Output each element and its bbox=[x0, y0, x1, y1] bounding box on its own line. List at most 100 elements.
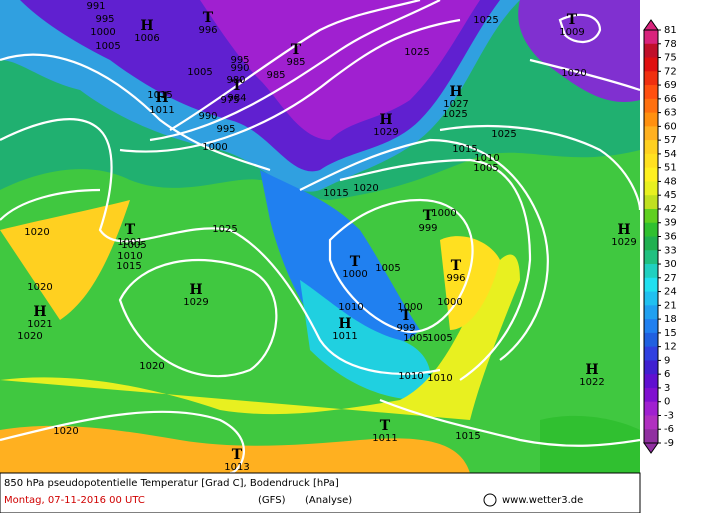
colorbar-label: 30 bbox=[664, 259, 677, 270]
colorbar-swatch bbox=[644, 57, 658, 72]
pressure-center-symbol: H bbox=[338, 316, 351, 332]
colorbar-swatch bbox=[644, 387, 658, 403]
caption-title: 850 hPa pseudopotentielle Temperatur [Gr… bbox=[4, 478, 339, 489]
pressure-center-symbol: H bbox=[379, 112, 392, 128]
isobar-label: 1020 bbox=[353, 183, 378, 194]
isobar-label: 1005 bbox=[95, 41, 120, 52]
copyright-icon bbox=[483, 493, 497, 507]
isobar-label: 1000 bbox=[431, 208, 456, 219]
colorbar-swatch bbox=[644, 429, 658, 444]
pressure-center-symbol: H bbox=[189, 282, 202, 298]
caption-model: (GFS) bbox=[258, 495, 286, 506]
isobar-label: 1000 bbox=[202, 142, 227, 153]
isobar-label: 1010 bbox=[398, 371, 423, 382]
colorbar-swatch bbox=[644, 195, 658, 210]
colorbar-label: -3 bbox=[664, 410, 674, 421]
pressure-center-value: 1011 bbox=[332, 331, 357, 342]
isobar-label: 1020 bbox=[17, 331, 42, 342]
colorbar-swatch bbox=[644, 167, 658, 182]
isobar-label: 1005 bbox=[427, 333, 452, 344]
colorbar: 8178757269666360575451484542393633302724… bbox=[643, 19, 677, 454]
colorbar-swatch bbox=[644, 140, 658, 155]
colorbar-label: 33 bbox=[664, 245, 677, 256]
colorbar-swatch bbox=[644, 264, 658, 279]
isobar-label: 1020 bbox=[27, 282, 52, 293]
pressure-center-symbol: H bbox=[617, 222, 630, 238]
colorbar-swatch bbox=[644, 43, 658, 59]
colorbar-label: 45 bbox=[664, 190, 677, 201]
pressure-center-value: 984 bbox=[227, 93, 246, 104]
isobar-label: 1005 bbox=[121, 240, 146, 251]
pressure-center-value: 1006 bbox=[134, 33, 159, 44]
colorbar-label: 15 bbox=[664, 328, 677, 339]
isobar-label: 1015 bbox=[116, 261, 141, 272]
colorbar-swatch bbox=[644, 401, 658, 416]
isobar-label: 1010 bbox=[117, 251, 142, 262]
isobar-label: 1025 bbox=[491, 129, 516, 140]
isobar-label: 980 bbox=[226, 75, 245, 86]
pressure-center-value: 999 bbox=[418, 223, 437, 234]
pressure-center-symbol: T bbox=[291, 42, 302, 58]
colorbar-label: 24 bbox=[664, 287, 677, 298]
pressure-center-symbol: T bbox=[380, 418, 391, 434]
colorbar-label: 69 bbox=[664, 80, 677, 91]
colorbar-swatch bbox=[644, 208, 658, 224]
isobar-label: 1015 bbox=[323, 188, 348, 199]
colorbar-label: 81 bbox=[664, 25, 677, 36]
isobar-label: 1025 bbox=[442, 109, 467, 120]
pressure-center-symbol: T bbox=[567, 12, 578, 28]
pressure-center-symbol: T bbox=[232, 78, 243, 94]
colorbar-swatch bbox=[644, 71, 658, 86]
colorbar-swatch bbox=[644, 319, 658, 334]
colorbar-label: 48 bbox=[664, 176, 677, 187]
isobar-label: 1010 bbox=[338, 302, 363, 313]
colorbar-bottom-arrow bbox=[643, 442, 659, 454]
colorbar-label: 36 bbox=[664, 232, 677, 243]
colorbar-swatch bbox=[644, 236, 658, 251]
pressure-center-symbol: T bbox=[350, 254, 361, 270]
isobar-label: 1005 bbox=[375, 263, 400, 274]
colorbar-swatch bbox=[644, 153, 658, 169]
colorbar-label: 9 bbox=[664, 355, 670, 366]
colorbar-swatch bbox=[644, 305, 658, 320]
pressure-center-symbol: T bbox=[401, 308, 412, 324]
colorbar-swatch bbox=[644, 374, 658, 389]
colorbar-swatch bbox=[644, 291, 658, 306]
caption-date: Montag, 07-11-2016 00 UTC bbox=[4, 495, 145, 506]
caption-run: (Analyse) bbox=[305, 495, 352, 506]
colorbar-label: -9 bbox=[664, 438, 674, 449]
isobar-label: 990 bbox=[198, 111, 217, 122]
colorbar-label: 75 bbox=[664, 53, 677, 64]
isobar-label: 1020 bbox=[139, 361, 164, 372]
colorbar-swatch bbox=[644, 98, 658, 114]
pressure-center-value: 996 bbox=[198, 25, 217, 36]
colorbar-label: 0 bbox=[664, 397, 670, 408]
colorbar-swatch bbox=[644, 112, 658, 127]
isobar-label: 1025 bbox=[404, 47, 429, 58]
colorbar-label: 27 bbox=[664, 273, 677, 284]
colorbar-label: 72 bbox=[664, 66, 677, 77]
isobar-label: 1005 bbox=[403, 333, 428, 344]
caption-box bbox=[0, 472, 641, 514]
isobar-label: 1020 bbox=[53, 426, 78, 437]
isobar-label: 995 bbox=[95, 14, 114, 25]
colorbar-swatch bbox=[644, 277, 658, 293]
colorbar-swatch bbox=[644, 250, 658, 265]
colorbar-label: 6 bbox=[664, 369, 670, 380]
pressure-center-symbol: H bbox=[155, 90, 168, 106]
colorbar-label: 51 bbox=[664, 163, 677, 174]
isobar-label: 1020 bbox=[561, 68, 586, 79]
pressure-center-symbol: H bbox=[140, 18, 153, 34]
colorbar-label: 63 bbox=[664, 108, 677, 119]
pressure-center-value: 1021 bbox=[27, 319, 52, 330]
pressure-center-value: 1009 bbox=[559, 27, 584, 38]
colorbar-label: 12 bbox=[664, 342, 677, 353]
pressure-center-symbol: T bbox=[232, 447, 243, 463]
pressure-center-value: 996 bbox=[446, 273, 465, 284]
pressure-center-value: 1027 bbox=[443, 99, 468, 110]
colorbar-swatch bbox=[644, 181, 658, 196]
pressure-center-value: 1000 bbox=[342, 269, 367, 280]
isobar-label: 1005 bbox=[187, 67, 212, 78]
colorbar-label: 78 bbox=[664, 39, 677, 50]
isobar-label: 1025 bbox=[473, 15, 498, 26]
